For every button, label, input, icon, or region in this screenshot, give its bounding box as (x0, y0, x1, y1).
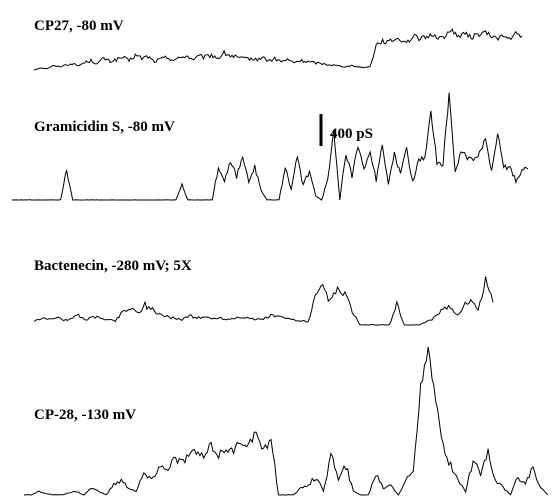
trace-gramicidin (11, 92, 529, 201)
trace-label-cp28: CP-28, -130 mV (34, 407, 136, 423)
trace-label-bactenecin: Bactenecin, -280 mV; 5X (34, 258, 192, 274)
trace-cp28 (23, 346, 549, 496)
scale-bar-label: 400 pS (330, 126, 373, 142)
trace-label-gramicidin: Gramicidin S, -80 mV (34, 119, 175, 135)
trace-bactenecin (33, 276, 494, 326)
trace-cp27 (33, 28, 523, 71)
trace-label-cp27: CP27, -80 mV (34, 18, 124, 34)
